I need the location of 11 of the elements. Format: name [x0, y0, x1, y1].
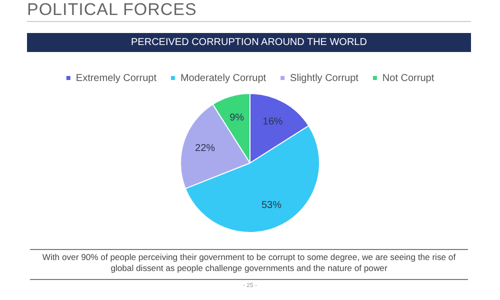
chart-title: POLITICAL FORCES — [27, 0, 197, 20]
legend-label: Not Corrupt — [382, 72, 434, 84]
data-label: 53% — [261, 200, 282, 211]
legend-label: Extremely Corrupt — [76, 72, 157, 84]
legend-label: Moderately Corrupt — [180, 72, 266, 84]
text: With over 90% of people perceiving their government to be corrupt to some degree, we are seeing the rise of global dissent as people challenge governments and the nature of power — [41, 252, 457, 274]
data-label: 22% — [195, 143, 216, 154]
legend-label: Slightly Corrupt — [290, 72, 359, 84]
data-label: 9% — [230, 112, 244, 124]
chart-subtitle: PERCEIVED CORRUPTION AROUND THE WORLD — [27, 33, 471, 52]
data-label: 16% — [262, 116, 283, 128]
